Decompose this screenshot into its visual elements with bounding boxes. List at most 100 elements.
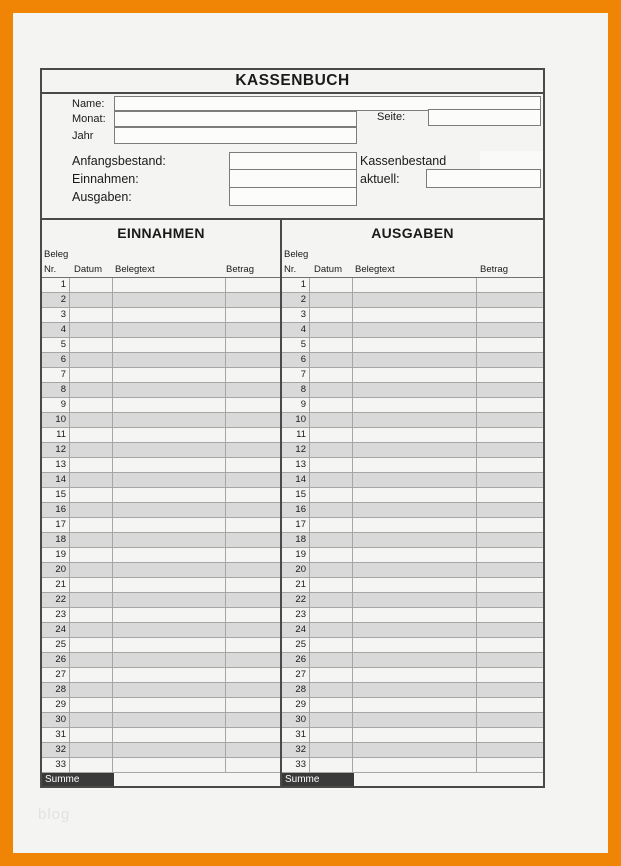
anfangsbestand-input[interactable] — [229, 152, 357, 170]
datum-cell[interactable] — [310, 383, 353, 397]
belegtext-cell[interactable] — [353, 728, 477, 742]
betrag-cell[interactable] — [226, 518, 280, 532]
datum-cell[interactable] — [70, 353, 113, 367]
datum-cell[interactable] — [310, 428, 353, 442]
datum-cell[interactable] — [310, 503, 353, 517]
betrag-cell[interactable] — [226, 713, 280, 727]
belegtext-cell[interactable] — [113, 278, 226, 292]
belegtext-cell[interactable] — [353, 278, 477, 292]
betrag-cell[interactable] — [226, 563, 280, 577]
betrag-cell[interactable] — [477, 413, 543, 427]
datum-cell[interactable] — [310, 683, 353, 697]
monat-input[interactable] — [114, 111, 357, 127]
datum-cell[interactable] — [70, 323, 113, 337]
betrag-cell[interactable] — [226, 293, 280, 307]
datum-cell[interactable] — [70, 668, 113, 682]
betrag-cell[interactable] — [477, 653, 543, 667]
belegtext-cell[interactable] — [113, 668, 226, 682]
datum-cell[interactable] — [310, 293, 353, 307]
belegtext-cell[interactable] — [353, 353, 477, 367]
belegtext-cell[interactable] — [113, 398, 226, 412]
betrag-cell[interactable] — [477, 608, 543, 622]
belegtext-cell[interactable] — [353, 428, 477, 442]
aktuell-input[interactable] — [426, 169, 541, 188]
name-input[interactable] — [114, 96, 541, 111]
belegtext-cell[interactable] — [353, 518, 477, 532]
betrag-cell[interactable] — [477, 743, 543, 757]
betrag-cell[interactable] — [477, 473, 543, 487]
datum-cell[interactable] — [310, 713, 353, 727]
datum-cell[interactable] — [310, 308, 353, 322]
datum-cell[interactable] — [310, 353, 353, 367]
belegtext-cell[interactable] — [113, 653, 226, 667]
datum-cell[interactable] — [70, 308, 113, 322]
datum-cell[interactable] — [70, 458, 113, 472]
datum-cell[interactable] — [70, 473, 113, 487]
belegtext-cell[interactable] — [113, 488, 226, 502]
datum-cell[interactable] — [310, 593, 353, 607]
datum-cell[interactable] — [310, 533, 353, 547]
datum-cell[interactable] — [70, 383, 113, 397]
datum-cell[interactable] — [310, 638, 353, 652]
betrag-cell[interactable] — [226, 653, 280, 667]
belegtext-cell[interactable] — [353, 623, 477, 637]
betrag-cell[interactable] — [477, 293, 543, 307]
datum-cell[interactable] — [70, 533, 113, 547]
belegtext-cell[interactable] — [113, 443, 226, 457]
datum-cell[interactable] — [70, 578, 113, 592]
betrag-cell[interactable] — [477, 593, 543, 607]
belegtext-cell[interactable] — [353, 368, 477, 382]
belegtext-cell[interactable] — [113, 698, 226, 712]
datum-cell[interactable] — [310, 563, 353, 577]
datum-cell[interactable] — [70, 548, 113, 562]
belegtext-cell[interactable] — [113, 578, 226, 592]
betrag-cell[interactable] — [477, 428, 543, 442]
belegtext-cell[interactable] — [353, 668, 477, 682]
betrag-cell[interactable] — [226, 473, 280, 487]
belegtext-cell[interactable] — [113, 608, 226, 622]
betrag-cell[interactable] — [226, 413, 280, 427]
belegtext-cell[interactable] — [353, 488, 477, 502]
betrag-cell[interactable] — [226, 323, 280, 337]
betrag-cell[interactable] — [226, 428, 280, 442]
datum-cell[interactable] — [70, 278, 113, 292]
datum-cell[interactable] — [310, 608, 353, 622]
betrag-cell[interactable] — [477, 668, 543, 682]
betrag-cell[interactable] — [226, 398, 280, 412]
betrag-cell[interactable] — [477, 758, 543, 772]
belegtext-cell[interactable] — [113, 323, 226, 337]
belegtext-cell[interactable] — [113, 428, 226, 442]
belegtext-cell[interactable] — [113, 353, 226, 367]
betrag-cell[interactable] — [477, 683, 543, 697]
datum-cell[interactable] — [70, 563, 113, 577]
datum-cell[interactable] — [310, 698, 353, 712]
belegtext-cell[interactable] — [353, 533, 477, 547]
summe-value-cell[interactable] — [354, 773, 543, 786]
betrag-cell[interactable] — [477, 308, 543, 322]
belegtext-cell[interactable] — [353, 608, 477, 622]
betrag-cell[interactable] — [477, 563, 543, 577]
summe-value-cell[interactable] — [114, 773, 280, 786]
betrag-cell[interactable] — [477, 578, 543, 592]
datum-cell[interactable] — [70, 368, 113, 382]
datum-cell[interactable] — [70, 713, 113, 727]
belegtext-cell[interactable] — [113, 548, 226, 562]
datum-cell[interactable] — [70, 758, 113, 772]
datum-cell[interactable] — [310, 653, 353, 667]
belegtext-cell[interactable] — [113, 368, 226, 382]
betrag-cell[interactable] — [226, 548, 280, 562]
belegtext-cell[interactable] — [353, 443, 477, 457]
datum-cell[interactable] — [310, 413, 353, 427]
betrag-cell[interactable] — [226, 743, 280, 757]
belegtext-cell[interactable] — [113, 743, 226, 757]
belegtext-cell[interactable] — [113, 383, 226, 397]
belegtext-cell[interactable] — [113, 308, 226, 322]
betrag-cell[interactable] — [226, 758, 280, 772]
belegtext-cell[interactable] — [113, 473, 226, 487]
belegtext-cell[interactable] — [113, 458, 226, 472]
betrag-cell[interactable] — [226, 458, 280, 472]
datum-cell[interactable] — [70, 728, 113, 742]
datum-cell[interactable] — [70, 293, 113, 307]
datum-cell[interactable] — [310, 278, 353, 292]
belegtext-cell[interactable] — [353, 563, 477, 577]
